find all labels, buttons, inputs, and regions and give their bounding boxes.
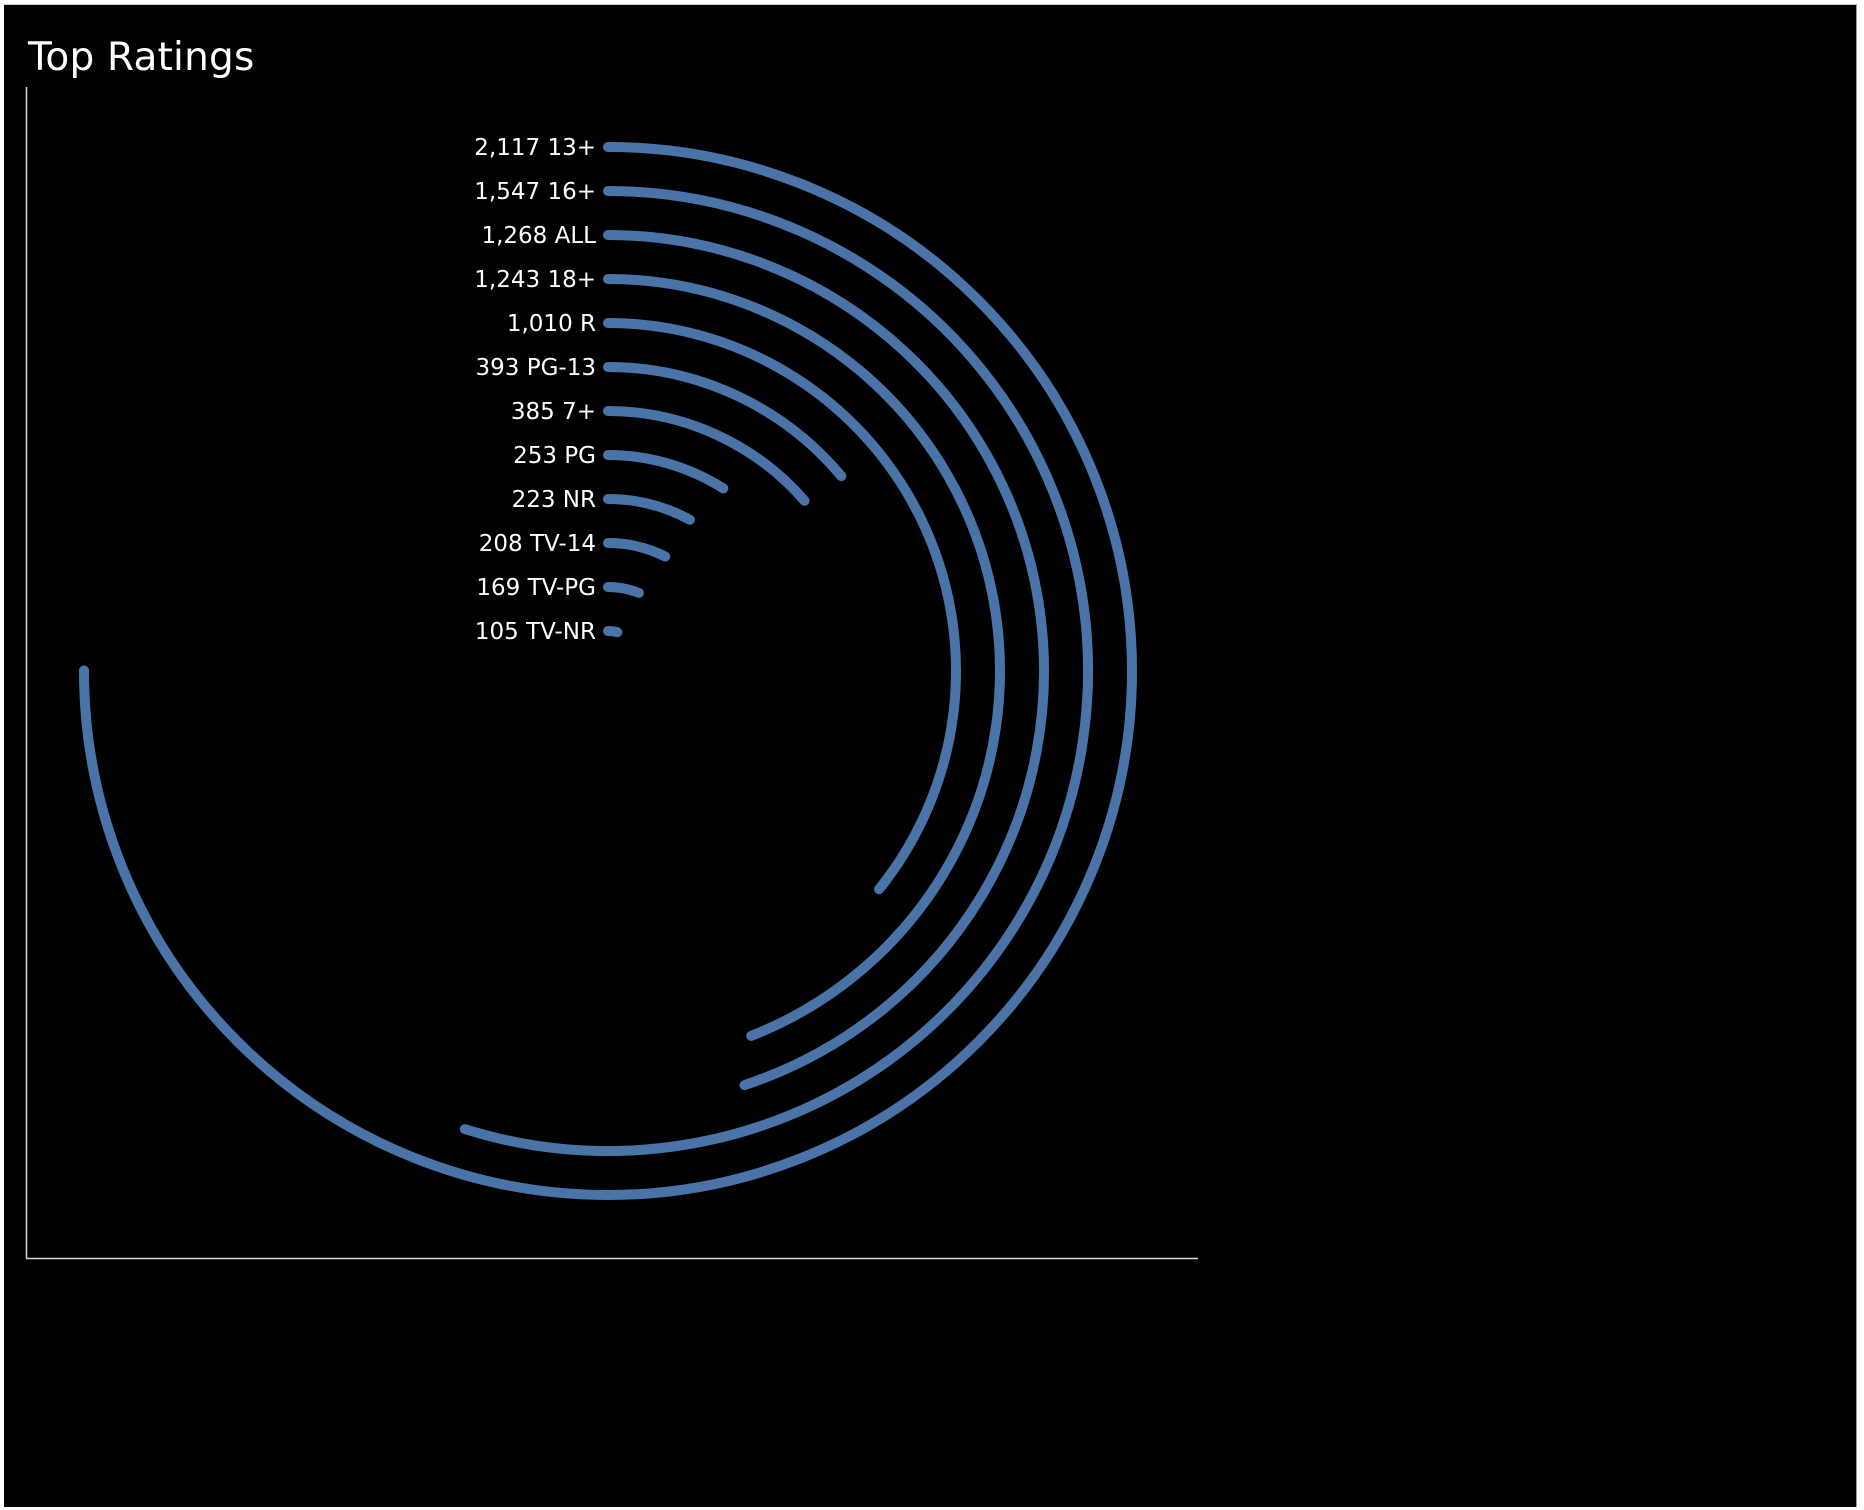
bar-labels: 2,117 13+ 1,547 16+ 1,268 ALL 1,243 18+ 1,01… (474, 135, 596, 645)
bar-label: 223 NR (512, 487, 596, 513)
bar-label: 393 PG-13 (476, 355, 596, 381)
bar-arc-7-[interactable] (603, 406, 810, 506)
bar-arc-18-[interactable] (603, 274, 1005, 1041)
bar-arc-pg[interactable] (603, 450, 729, 494)
bar-arc-13-[interactable] (79, 142, 1137, 1200)
bar-label: 1,010 R (507, 311, 596, 337)
bar-arc-16-[interactable] (459, 186, 1093, 1156)
bar-arc-nr[interactable] (603, 494, 695, 525)
bar-arc-tv-pg[interactable] (603, 582, 644, 598)
bar-arc-tv-14[interactable] (603, 538, 671, 562)
bar-arc-r[interactable] (603, 318, 961, 895)
chart-panel: Top Ratings 2,117 13+ 1,547 16+ 1,268 ALL 1… (4, 4, 1857, 1507)
bar-label: 385 7+ (511, 399, 596, 425)
bar-arcs (79, 142, 1137, 1200)
bar-label: 253 PG (513, 443, 596, 469)
radial-bar-chart: 2,117 13+ 1,547 16+ 1,268 ALL 1,243 18+ 1,01… (25, 87, 1198, 1260)
bar-label: 1,243 18+ (474, 267, 596, 293)
bar-arc-all[interactable] (603, 230, 1049, 1091)
bar-label: 1,547 16+ (474, 179, 596, 205)
bar-label: 169 TV-PG (476, 575, 596, 601)
bar-label: 2,117 13+ (474, 135, 596, 161)
bar-arc-tv-nr[interactable] (603, 626, 623, 638)
bar-label: 105 TV-NR (475, 619, 596, 645)
bar-label: 208 TV-14 (479, 531, 596, 557)
bar-arc-pg-13[interactable] (603, 362, 847, 482)
bar-label: 1,268 ALL (481, 223, 596, 249)
chart-title: Top Ratings (28, 35, 255, 80)
